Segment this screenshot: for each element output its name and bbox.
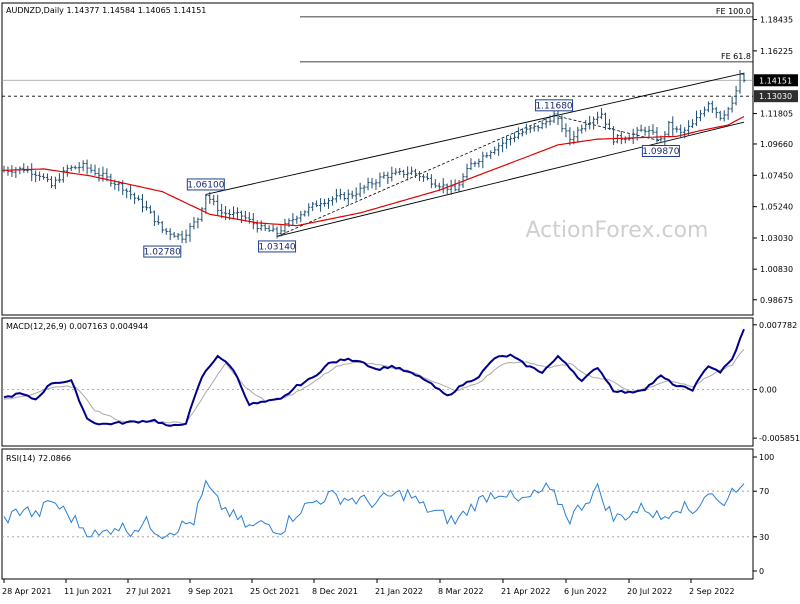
macd-panel: 0.007782 0.00 -0.005851: [2, 321, 800, 443]
rsi-y-tick-label: 100: [759, 453, 774, 462]
price-panel-title: AUDNZD,Daily 1.14377 1.14584 1.14065 1.1…: [6, 6, 206, 15]
dashed-level-label: 1.13030: [759, 92, 792, 101]
x-tick-label: 8 Mar 2022: [438, 587, 484, 596]
projection-level-label: FE 61.8: [721, 52, 751, 61]
macd-y-tick-label: 0.007782: [759, 321, 797, 330]
channel-line: [276, 121, 745, 237]
x-tick-label: 9 Sep 2021: [188, 587, 234, 596]
watermark: ActionForex.com: [526, 218, 709, 243]
x-tick-label: 20 Jul 2022: [627, 587, 672, 596]
price-y-tick-label: 1.00830: [760, 265, 793, 274]
x-axis: 28 Apr 2021 11 Jun 2021 27 Jul 2021 9 Sep 2…: [2, 579, 735, 596]
rsi-panel: 100 70 30 0: [2, 453, 774, 576]
last-price-box: [754, 74, 798, 87]
rsi-y-tick-label: 0: [759, 567, 764, 576]
projection-level-label: FE 100.0: [716, 7, 751, 16]
annotation-box: [143, 245, 182, 258]
price-y-tick-label: 1.16225: [760, 47, 793, 56]
last-price-label: 1.14151: [759, 76, 792, 85]
price-y-tick-label: 1.03030: [760, 234, 793, 243]
x-tick-label: 27 Jul 2021: [126, 587, 171, 596]
annotation-box: [186, 178, 225, 191]
dashed-trend-line: [553, 114, 661, 142]
price-y-tick-label: 1.09660: [760, 140, 793, 149]
rsi-panel-title: RSI(14) 72.0866: [6, 454, 71, 463]
annotation-box: [258, 240, 297, 253]
price-y-tick-label: 0.98675: [760, 296, 793, 305]
price-y-tick-label: 1.07450: [760, 171, 793, 180]
dashed-level-box: [754, 90, 798, 103]
macd-panel-frame: [1, 317, 754, 447]
x-tick-label: 25 Oct 2021: [250, 587, 299, 596]
moving-average-line: [3, 115, 745, 227]
price-panel: 0.98675 1.00830 1.03030 1.05240 1.07450 1.096…: [2, 7, 798, 305]
annotation-label: 1.02780: [144, 248, 181, 258]
annotation-box: [535, 99, 574, 112]
annotation-label: 1.06100: [187, 180, 224, 190]
rsi-line: [3, 479, 745, 540]
rsi-y-tick-label: 30: [759, 533, 769, 542]
macd-y-tick-label: -0.005851: [759, 434, 800, 443]
annotation-label: 1.09870: [642, 147, 679, 157]
annotation-box: [641, 144, 680, 157]
macd-y-tick-label: 0.00: [759, 385, 777, 394]
x-tick-label: 2 Sep 2022: [689, 587, 735, 596]
x-tick-label: 6 Jun 2022: [564, 587, 607, 596]
price-y-tick-label: 1.11805: [760, 110, 793, 119]
macd-panel-title: MACD(12,26,9) 0.007163 0.004944: [6, 322, 148, 331]
price-y-tick-label: 1.18435: [760, 16, 793, 25]
annotation-label: 1.03140: [258, 242, 295, 252]
x-tick-label: 28 Apr 2021: [2, 587, 51, 596]
x-tick-label: 21 Jan 2022: [375, 587, 423, 596]
x-tick-label: 8 Dec 2021: [312, 587, 358, 596]
price-y-tick-label: 1.05240: [760, 203, 793, 212]
price-panel-frame: [1, 2, 754, 316]
rsi-y-tick-label: 70: [759, 487, 769, 496]
x-tick-label: 21 Apr 2022: [501, 587, 550, 596]
annotation-label: 1.11680: [535, 101, 572, 111]
x-tick-label: 11 Jun 2021: [64, 587, 112, 596]
channel-line: [205, 72, 745, 195]
macd-main-line: [3, 328, 745, 427]
